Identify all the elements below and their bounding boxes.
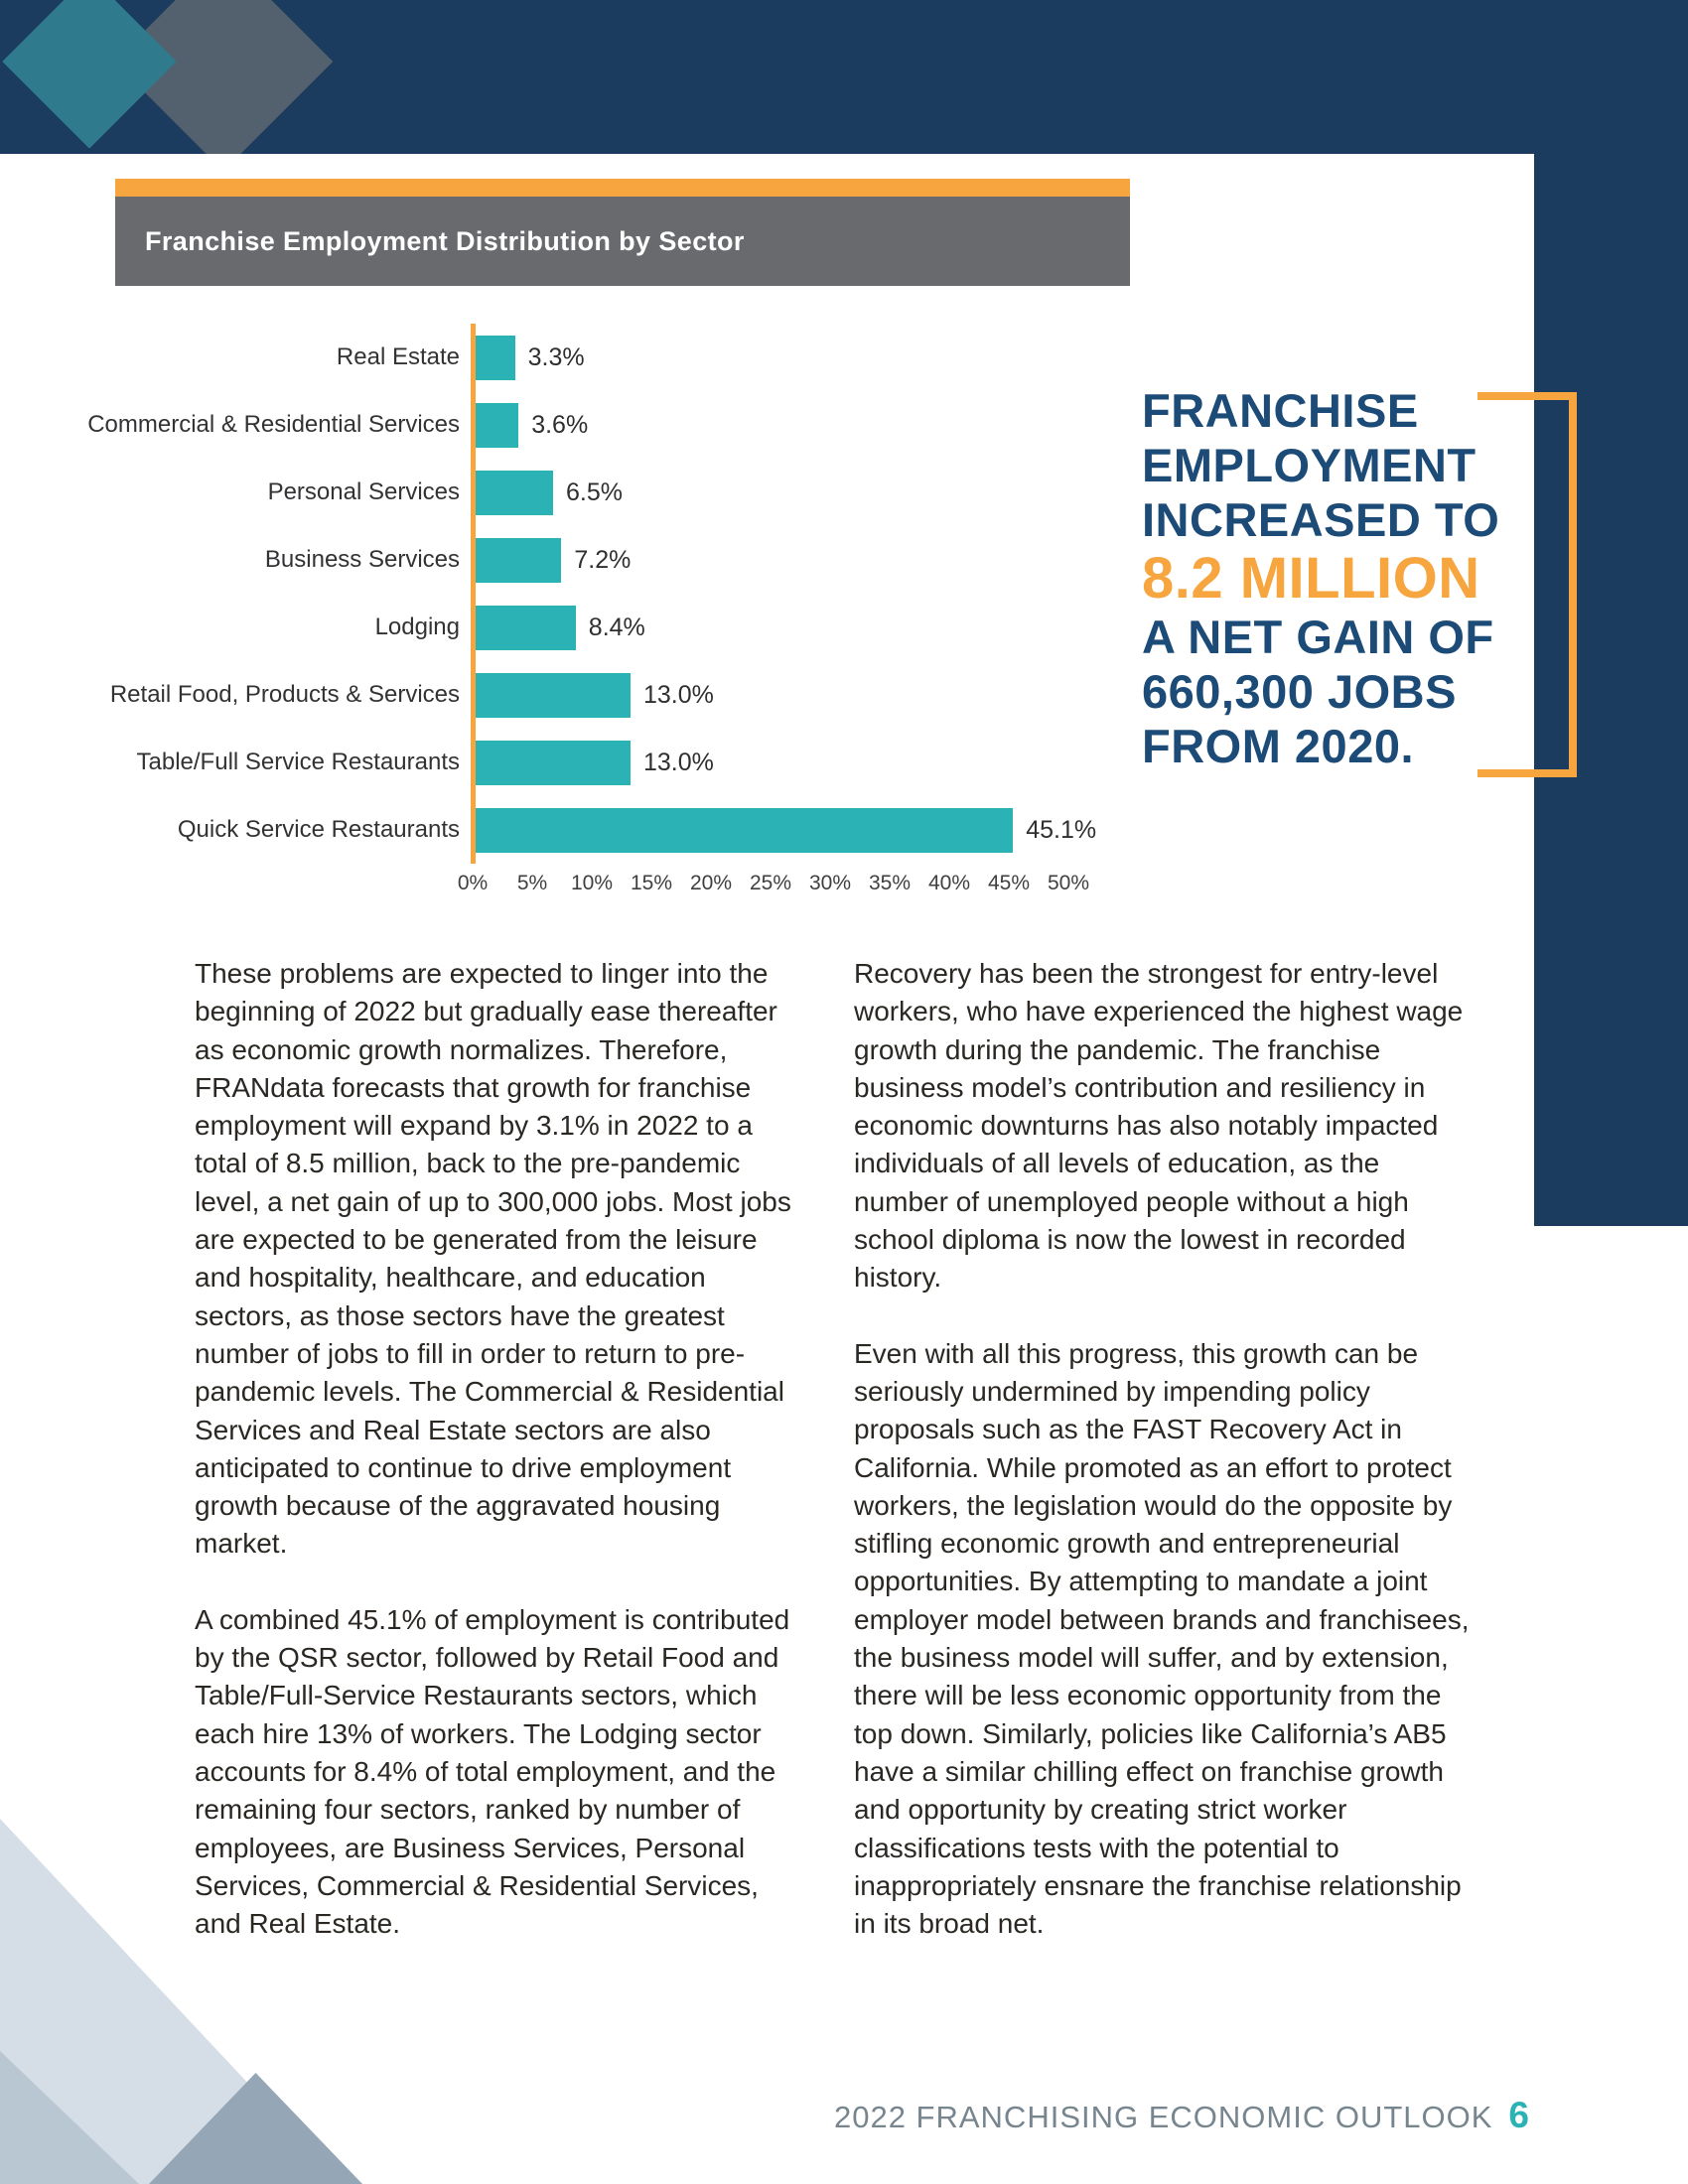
chart-row: Business Services 7.2% <box>115 526 1148 594</box>
body-paragraph: These problems are expected to linger in… <box>195 958 791 1560</box>
footer-title: 2022 FRANCHISING ECONOMIC OUTLOOK <box>833 2100 1493 2134</box>
callout-line: EMPLOYMENT <box>1142 439 1477 491</box>
callout-line: A NET GAIN OF <box>1142 611 1494 663</box>
franchise-employment-callout: FRANCHISE EMPLOYMENT INCREASED TO 8.2 MI… <box>1142 383 1559 773</box>
callout-line: INCREASED TO <box>1142 493 1500 546</box>
chart-value-label: 7.2% <box>574 545 632 574</box>
chart-category-label: Business Services <box>264 546 460 573</box>
callout-line: FRANCHISE <box>1142 384 1419 437</box>
callout-line: FROM 2020. <box>1142 720 1415 772</box>
chart-bar <box>476 335 515 380</box>
right-banner <box>1534 0 1688 1226</box>
top-banner <box>0 0 1688 154</box>
chart-x-axis: 0% 5% 10% 15% 20% 25% 30% 35% 40% 45% 50% <box>458 872 1090 901</box>
chart-y-axis-line <box>471 324 476 864</box>
chart-x-tick: 50% <box>1047 872 1090 894</box>
body-paragraph: Recovery has been the strongest for entr… <box>854 958 1464 1294</box>
callout-bracket <box>1477 392 1577 777</box>
chart-bar <box>476 402 519 448</box>
chart-category-label: Real Estate <box>336 343 460 370</box>
chart-x-tick: 45% <box>987 872 1031 894</box>
decorative-diamond-teal <box>2 0 177 149</box>
chart-category-label: Commercial & Residential Services <box>87 411 460 438</box>
chart-x-tick: 5% <box>516 872 548 894</box>
body-left-column: These problems are expected to linger in… <box>195 955 802 1980</box>
chart-x-tick: 25% <box>749 872 792 894</box>
page-footer: 2022 FRANCHISING ECONOMIC OUTLOOK 6 <box>834 2095 1529 2136</box>
chart-value-label: 3.3% <box>527 342 585 371</box>
chart-bar <box>476 537 562 583</box>
chart-value-label: 45.1% <box>1026 815 1097 844</box>
chart-category-label: Quick Service Restaurants <box>177 816 460 843</box>
employment-bar-chart: Real Estate 3.3% Commercial & Residential … <box>87 318 1148 923</box>
chart-x-tick: 40% <box>927 872 971 894</box>
chart-row: Quick Service Restaurants 45.1% <box>115 796 1148 864</box>
chart-category-label: Retail Food, Products & Services <box>109 681 460 708</box>
chart-category-label: Table/Full Service Restaurants <box>136 749 460 775</box>
chart-value-label: 6.5% <box>566 478 623 506</box>
chart-x-tick: 15% <box>630 872 673 894</box>
chart-bar <box>476 605 576 650</box>
chart-x-tick: 10% <box>570 872 614 894</box>
chart-bar <box>476 672 631 718</box>
body-paragraph: Even with all this progress, this growth… <box>854 1337 1470 1940</box>
chart-title: Franchise Employment Distribution by Sec… <box>115 197 1130 286</box>
chart-value-label: 13.0% <box>643 680 714 709</box>
chart-row: Commercial & Residential Services 3.6% <box>87 391 1148 459</box>
callout-highlight: 8.2 MILLION <box>1142 546 1480 611</box>
callout-line: 660,300 JOBS <box>1142 665 1457 718</box>
chart-row: Lodging 8.4% <box>115 594 1148 661</box>
chart-header-accent-bar <box>115 179 1130 197</box>
chart-value-label: 3.6% <box>531 410 589 439</box>
chart-bar <box>476 807 1014 853</box>
chart-x-tick: 35% <box>868 872 912 894</box>
body-paragraph: A combined 45.1% of employment is contri… <box>195 1603 790 1940</box>
chart-row: Retail Food, Products & Services 13.0% <box>109 661 1148 729</box>
chart-bar <box>476 470 553 515</box>
body-right-column: Recovery has been the strongest for entr… <box>854 955 1475 1980</box>
chart-category-label: Lodging <box>374 614 460 640</box>
chart-category-label: Personal Services <box>267 478 460 505</box>
chart-x-tick: 20% <box>689 872 733 894</box>
chart-row: Real Estate 3.3% <box>115 324 1148 391</box>
chart-value-label: 8.4% <box>588 613 645 641</box>
chart-x-tick: 30% <box>808 872 852 894</box>
chart-rows: Real Estate 3.3% Commercial & Residential … <box>87 318 1148 864</box>
chart-row: Table/Full Service Restaurants 13.0% <box>115 729 1148 796</box>
chart-row: Personal Services 6.5% <box>115 459 1148 526</box>
chart-bar <box>476 740 631 785</box>
chart-x-tick: 0% <box>457 872 489 894</box>
footer-page-number: 6 <box>1508 2095 1529 2135</box>
chart-value-label: 13.0% <box>643 748 714 776</box>
